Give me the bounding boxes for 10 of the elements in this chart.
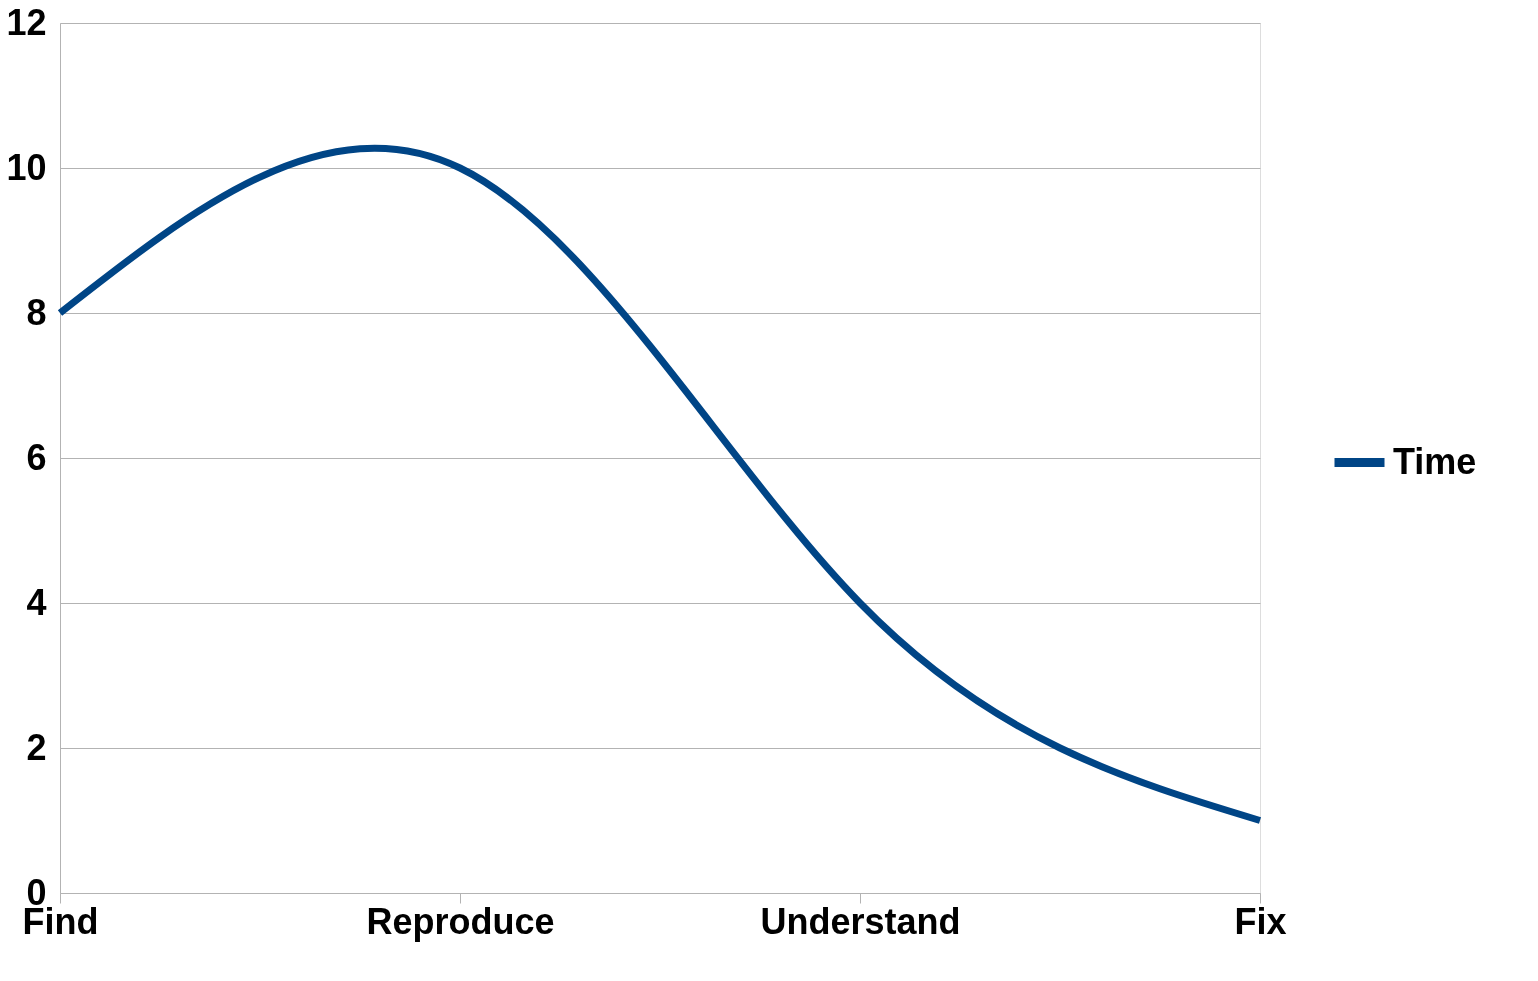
x-tick-label: Reproduce [366,900,555,942]
y-tick-label: 6 [26,436,47,478]
legend-label: Time [1393,440,1477,482]
x-tick-label: Fix [1234,900,1287,942]
x-tick-label: Understand [760,900,961,942]
y-tick-label: 12 [6,1,47,43]
y-tick-label: 2 [26,726,47,768]
y-tick-label: 10 [6,146,47,188]
y-tick-label: 8 [26,291,47,333]
y-tick-label: 4 [26,581,47,623]
